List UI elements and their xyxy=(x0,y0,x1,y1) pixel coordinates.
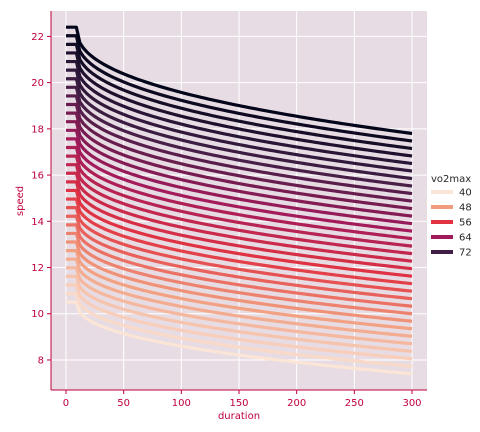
series-line xyxy=(65,163,413,256)
y-tick-label: 8 xyxy=(38,355,44,366)
series-line xyxy=(65,180,413,271)
x-tick-label: 100 xyxy=(172,398,191,409)
series-line xyxy=(65,128,413,226)
x-tick-label: 200 xyxy=(287,398,306,409)
series-line xyxy=(65,34,413,143)
y-tick-label: 16 xyxy=(31,171,44,182)
x-tick-label: 250 xyxy=(345,398,364,409)
series-line xyxy=(65,77,413,181)
series-line xyxy=(65,266,413,346)
series-line xyxy=(65,102,413,203)
series-line xyxy=(65,145,413,241)
series-lines xyxy=(65,25,413,376)
series-line xyxy=(65,137,413,233)
series-line xyxy=(65,188,413,278)
y-tick-label: 22 xyxy=(31,32,44,43)
series-line xyxy=(65,51,413,158)
x-axis-title: duration xyxy=(218,411,260,422)
legend-label: 72 xyxy=(459,248,472,259)
legend-label: 56 xyxy=(459,218,472,229)
x-axis-ticks: 0 50 100 150 200 250 300 xyxy=(63,390,422,409)
series-line xyxy=(65,223,413,308)
series-line xyxy=(65,111,413,211)
y-tick-label: 12 xyxy=(31,263,44,274)
series-line xyxy=(65,257,413,338)
y-tick-label: 14 xyxy=(31,217,44,228)
series-line xyxy=(65,274,413,353)
legend: vo2max 40 48 56 64 72 xyxy=(431,174,472,259)
series-line xyxy=(65,42,413,151)
y-axis-ticks: 8 10 12 14 16 18 20 22 xyxy=(31,32,51,366)
series-line xyxy=(65,171,413,263)
x-tick-label: 0 xyxy=(63,398,69,409)
series-line xyxy=(65,154,413,248)
series-line xyxy=(65,59,413,166)
legend-label: 40 xyxy=(459,188,472,199)
legend-label: 48 xyxy=(459,203,472,214)
series-line xyxy=(65,206,413,293)
series-line xyxy=(65,25,413,136)
y-axis-title: speed xyxy=(15,186,26,216)
series-line xyxy=(65,68,413,173)
series-line xyxy=(65,283,413,361)
y-tick-label: 20 xyxy=(31,78,44,89)
series-line xyxy=(65,240,413,323)
series-line xyxy=(65,291,413,368)
x-tick-label: 150 xyxy=(229,398,248,409)
legend-title: vo2max xyxy=(431,174,471,185)
x-tick-label: 50 xyxy=(117,398,130,409)
y-tick-label: 10 xyxy=(31,309,44,320)
legend-label: 64 xyxy=(459,233,472,244)
y-tick-label: 18 xyxy=(31,124,44,135)
series-line xyxy=(65,197,413,286)
series-line xyxy=(65,94,413,196)
series-line xyxy=(65,300,413,376)
series-line xyxy=(65,249,413,331)
series-line xyxy=(65,85,413,188)
series-line xyxy=(65,214,413,301)
series-line xyxy=(65,231,413,316)
x-tick-label: 300 xyxy=(402,398,421,409)
series-line xyxy=(65,120,413,218)
